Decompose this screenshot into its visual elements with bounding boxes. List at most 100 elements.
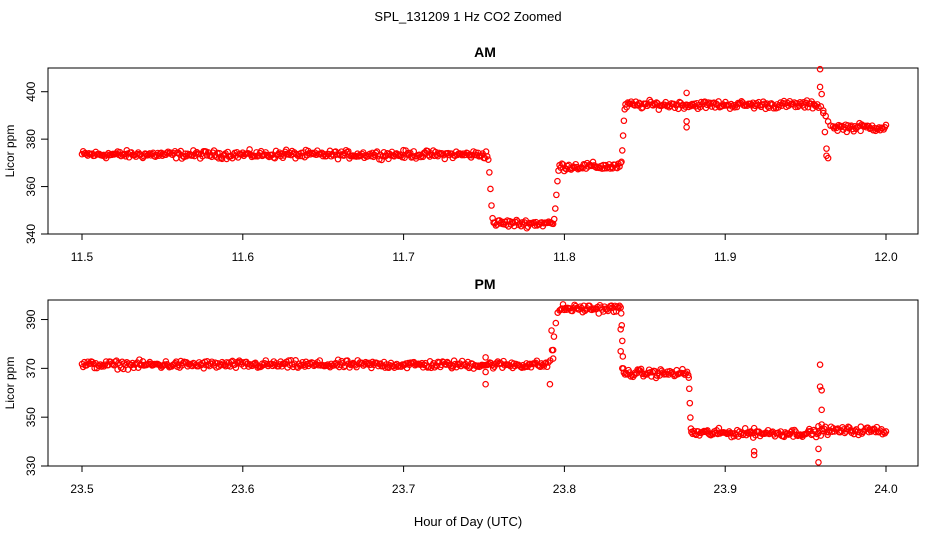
am-x-axis: 11.5 11.6 11.7 11.8 11.9 12.0	[71, 234, 898, 264]
am-data-point	[827, 122, 834, 129]
pm-x-axis: 23.5 23.6 23.7 23.8 23.9 24.0	[70, 466, 898, 496]
pm-data-point	[686, 399, 694, 407]
am-plot-frame	[47, 67, 919, 235]
am-data-point	[621, 106, 629, 113]
am-data-point	[683, 123, 690, 131]
pm-y-tick-label: 390	[24, 309, 38, 329]
pm-data-point	[546, 380, 554, 388]
pm-data-point	[685, 385, 693, 393]
am-data-point	[821, 128, 829, 136]
am-data-point	[378, 156, 385, 164]
am-y-axis: 340 360 380 400	[24, 81, 48, 244]
am-data-point	[857, 127, 864, 135]
am-x-tick-label: 11.8	[553, 250, 576, 264]
pm-data-point	[344, 357, 351, 364]
am-data-point	[252, 152, 259, 160]
am-data-point	[618, 147, 626, 154]
pm-data-point	[818, 406, 825, 414]
pm-x-tick-label: 23.7	[392, 482, 416, 496]
am-data-point	[720, 102, 728, 109]
pm-data-point	[816, 383, 824, 390]
pm-data-point	[750, 424, 758, 432]
am-data-point	[861, 122, 869, 130]
pm-data-point	[744, 429, 751, 436]
am-data-point	[618, 158, 625, 166]
am-x-tick-label: 11.7	[392, 250, 415, 264]
pm-data-point	[818, 421, 825, 428]
am-y-tick-label: 360	[24, 176, 38, 196]
am-data-point	[400, 146, 407, 154]
am-data-point	[487, 185, 494, 193]
am-y-axis-label: Licor ppm	[3, 125, 17, 178]
pm-data-point	[617, 310, 625, 317]
am-y-tick-label: 340	[24, 224, 38, 244]
am-data-point	[550, 215, 558, 223]
pm-x-tick-label: 24.0	[874, 482, 898, 496]
pm-x-tick-label: 23.9	[714, 482, 738, 496]
pm-data-point	[98, 363, 105, 370]
pm-data-points	[78, 301, 890, 466]
pm-x-tick-label: 23.6	[231, 482, 255, 496]
am-data-point	[882, 121, 890, 129]
pm-panel: PM Licor ppm 23.5 23.6 23.7 23.8 23.9 24.0 33…	[3, 276, 919, 496]
pm-y-tick-label: 330	[24, 456, 38, 476]
pm-data-point	[451, 360, 459, 368]
am-data-point	[417, 153, 424, 161]
am-data-point	[754, 101, 761, 109]
pm-data-point	[577, 303, 584, 310]
pm-data-point	[223, 359, 231, 366]
am-data-point	[683, 118, 690, 125]
pm-data-point	[262, 357, 270, 364]
pm-data-point	[750, 448, 758, 455]
am-data-point	[702, 104, 710, 112]
pm-data-point	[549, 355, 557, 362]
am-data-point	[554, 177, 561, 185]
pm-data-point	[750, 451, 758, 459]
pm-data-point	[285, 357, 293, 364]
am-data-point	[488, 202, 495, 209]
figure-title: SPL_131209 1 Hz CO2 Zoomed	[374, 9, 562, 24]
am-x-tick-label: 12.0	[874, 250, 898, 264]
am-data-point	[816, 83, 824, 91]
am-data-point	[555, 167, 562, 174]
pm-data-point	[549, 346, 557, 354]
pm-data-point	[112, 358, 119, 365]
pm-data-point	[618, 337, 626, 345]
am-data-point	[558, 160, 566, 167]
pm-data-point	[687, 414, 694, 421]
am-data-point	[551, 205, 559, 212]
pm-x-tick-label: 23.8	[553, 482, 577, 496]
am-data-point	[566, 165, 574, 172]
am-data-point	[619, 132, 627, 139]
pm-data-point	[619, 353, 627, 360]
pm-data-point	[617, 347, 624, 355]
am-y-tick-label: 400	[24, 81, 38, 101]
pm-data-point	[562, 304, 569, 312]
pm-data-point	[482, 368, 489, 376]
pm-data-point	[685, 374, 693, 381]
pm-y-tick-label: 350	[24, 407, 38, 427]
am-data-point	[395, 152, 403, 160]
pm-data-point	[550, 333, 558, 340]
pm-data-point	[815, 459, 822, 466]
am-data-point	[823, 145, 830, 152]
pm-data-point	[618, 365, 626, 372]
am-data-point	[208, 153, 216, 161]
x-axis-title: Hour of Day (UTC)	[413, 514, 523, 529]
am-data-point	[483, 153, 491, 160]
pm-panel-title: PM	[475, 276, 496, 292]
pm-data-point	[687, 425, 695, 432]
pm-y-axis-label: Licor ppm	[3, 357, 17, 410]
pm-x-tick-label: 23.5	[70, 482, 94, 496]
pm-data-point	[684, 371, 692, 379]
pm-data-point	[818, 387, 825, 394]
pm-data-point	[554, 309, 562, 317]
pm-data-point	[548, 327, 555, 334]
pm-data-point	[552, 319, 560, 327]
pm-plot-frame	[47, 299, 919, 467]
pm-data-point	[725, 428, 733, 435]
pm-y-axis: 330 350 370 390	[24, 309, 48, 476]
am-data-point	[282, 146, 290, 154]
am-data-point	[792, 103, 799, 111]
